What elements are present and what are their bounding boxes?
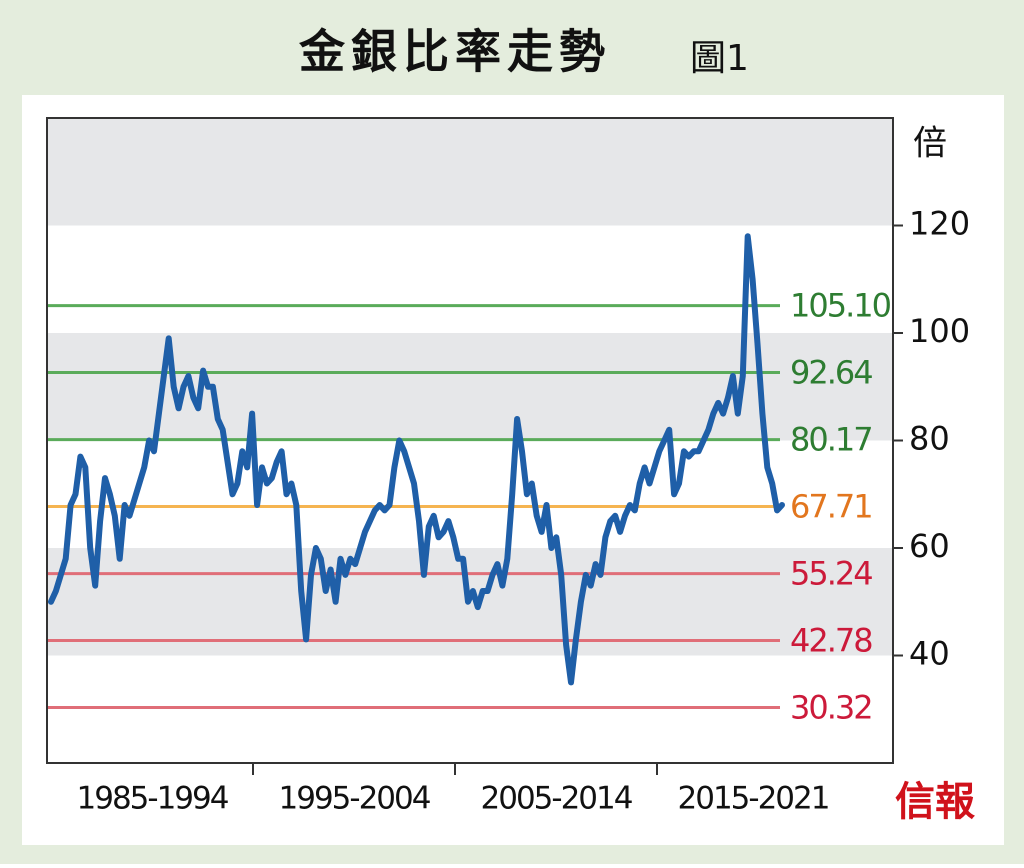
- y-axis-label: 倍: [913, 124, 947, 164]
- reference-label: 80.17: [790, 421, 872, 459]
- reference-label: 67.71: [790, 488, 872, 526]
- reference-label: 92.64: [790, 354, 872, 392]
- band: [47, 118, 893, 226]
- plot: 40 60 80 100 120 105.10 92.64 80.17 67.71 55.24 42…: [46, 117, 970, 817]
- plot-frame: [46, 117, 894, 764]
- y-tick-label: 100: [909, 312, 970, 350]
- chart-title: 金銀比率走勢: [298, 25, 611, 79]
- reference-label: 30.32: [790, 689, 872, 727]
- source-logo: 信報: [895, 778, 975, 825]
- y-tick-label: 60: [909, 527, 950, 565]
- y-tick-label: 40: [909, 635, 950, 673]
- y-tick-label: 80: [909, 420, 950, 458]
- reference-label: 105.10: [790, 287, 891, 325]
- series-line: [48, 233, 785, 686]
- reference-label: 42.78: [790, 622, 872, 660]
- chart-subtitle: 圖1: [690, 38, 749, 79]
- x-tick-label: 1995-2004: [279, 781, 430, 817]
- reference-label: 55.24: [790, 555, 872, 593]
- x-tick-label: 1985-1994: [77, 781, 228, 817]
- x-tick-label: 2015-2021: [678, 781, 829, 817]
- y-tick-label: 120: [909, 205, 970, 243]
- x-tick-label: 2005-2014: [481, 781, 632, 817]
